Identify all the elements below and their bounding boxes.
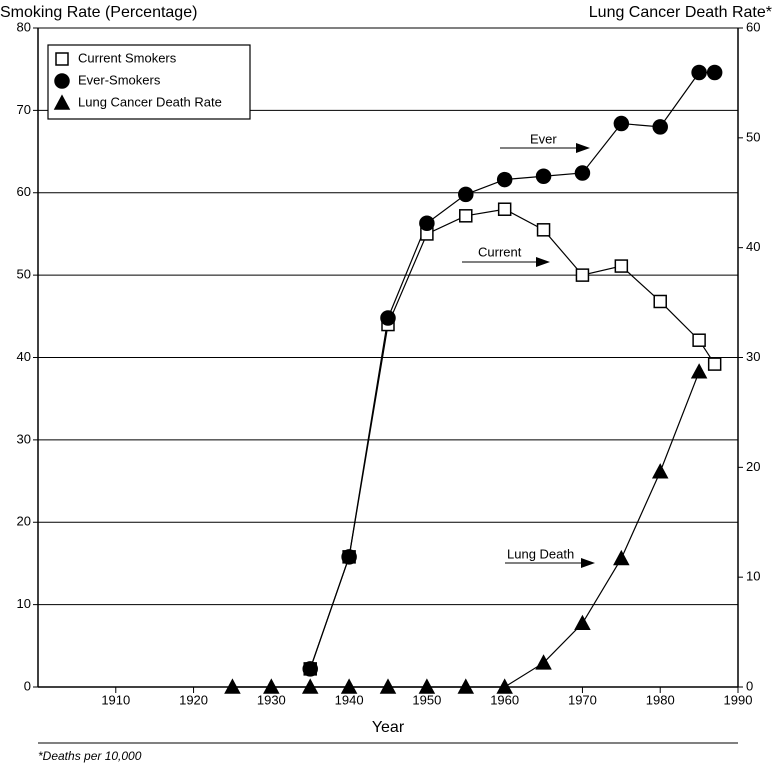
arrow-head — [576, 143, 590, 153]
marker — [496, 171, 513, 188]
annotation: Ever — [530, 131, 557, 146]
y-axis-title: Smoking Rate (Percentage) — [0, 4, 197, 21]
y-tick-label: 10 — [17, 596, 31, 611]
x-tick-label: 1910 — [101, 692, 130, 707]
footnote: *Deaths per 10,000 — [38, 749, 142, 763]
marker — [458, 186, 474, 203]
y-tick-label: 40 — [17, 349, 31, 364]
y-tick-label: 0 — [24, 678, 31, 693]
marker — [690, 363, 708, 379]
y2-tick-label: 20 — [746, 459, 760, 474]
marker — [419, 215, 435, 231]
marker — [380, 310, 396, 326]
marker — [224, 678, 241, 694]
marker — [651, 463, 669, 479]
marker — [496, 678, 513, 694]
marker — [614, 259, 629, 273]
y-tick-label: 20 — [17, 514, 31, 529]
x-tick-label: 1940 — [335, 692, 364, 707]
x-tick-label: 1990 — [724, 692, 753, 707]
marker — [536, 223, 551, 237]
marker — [301, 678, 319, 694]
y-tick-label: 80 — [17, 19, 31, 34]
marker — [691, 64, 707, 81]
marker — [706, 64, 723, 81]
x-tick-label: 1980 — [646, 692, 675, 707]
x-tick-label: 1920 — [179, 692, 208, 707]
marker — [613, 115, 630, 132]
marker — [302, 661, 318, 677]
x-tick-label: 1960 — [490, 692, 519, 707]
y-tick-label: 50 — [17, 267, 31, 282]
marker — [613, 549, 630, 566]
marker — [707, 357, 722, 371]
marker — [574, 614, 591, 631]
legend-marker — [53, 94, 71, 110]
marker — [379, 678, 397, 694]
series-line — [309, 71, 715, 670]
marker — [535, 168, 552, 185]
marker — [341, 549, 357, 565]
y-tick-label: 60 — [17, 184, 31, 199]
y-tick-label: 70 — [17, 102, 31, 117]
y2-tick-label: 30 — [746, 349, 760, 364]
marker — [652, 119, 668, 135]
x-tick-label: 1970 — [568, 692, 597, 707]
y2-tick-label: 10 — [746, 569, 760, 584]
y2-tick-label: 60 — [746, 19, 760, 34]
y2-axis-title: Lung Cancer Death Rate* — [589, 4, 772, 21]
y2-tick-label: 0 — [746, 678, 753, 693]
series-line — [309, 208, 716, 670]
marker — [653, 294, 667, 309]
y2-tick-label: 40 — [746, 239, 760, 254]
x-tick-label: 1930 — [257, 692, 286, 707]
legend-box — [47, 44, 251, 120]
y-tick-label: 30 — [17, 431, 31, 446]
x-axis-title: Year — [372, 719, 405, 736]
marker — [575, 268, 590, 282]
legend-label: Lung Cancer Death Rate — [78, 94, 222, 109]
legend-label: Ever-Smokers — [78, 72, 161, 87]
marker — [535, 654, 552, 670]
legend-marker — [55, 52, 69, 66]
marker — [418, 678, 436, 694]
legend-label: Current Smokers — [78, 50, 177, 65]
arrow-head — [536, 257, 550, 267]
series-line — [232, 371, 700, 688]
marker — [263, 678, 280, 694]
marker — [459, 209, 473, 223]
marker — [457, 678, 475, 694]
marker — [340, 678, 358, 694]
marker — [574, 165, 591, 181]
annotation: Current — [478, 244, 522, 259]
y2-tick-label: 50 — [746, 129, 760, 144]
arrow-head — [581, 558, 595, 568]
marker — [692, 333, 706, 347]
x-tick-label: 1950 — [412, 692, 441, 707]
marker — [497, 202, 512, 216]
legend-marker — [54, 73, 70, 89]
annotation: Lung Death — [507, 546, 574, 561]
